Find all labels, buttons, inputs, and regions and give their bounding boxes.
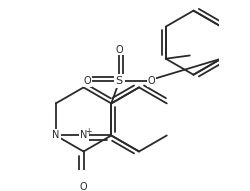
Text: +: +: [86, 127, 92, 136]
Text: S: S: [116, 76, 123, 86]
Text: O: O: [116, 45, 123, 55]
Text: N: N: [52, 130, 60, 140]
Text: N: N: [80, 130, 88, 140]
Text: O: O: [80, 182, 87, 191]
Text: O: O: [84, 76, 91, 86]
Text: O: O: [148, 76, 155, 86]
